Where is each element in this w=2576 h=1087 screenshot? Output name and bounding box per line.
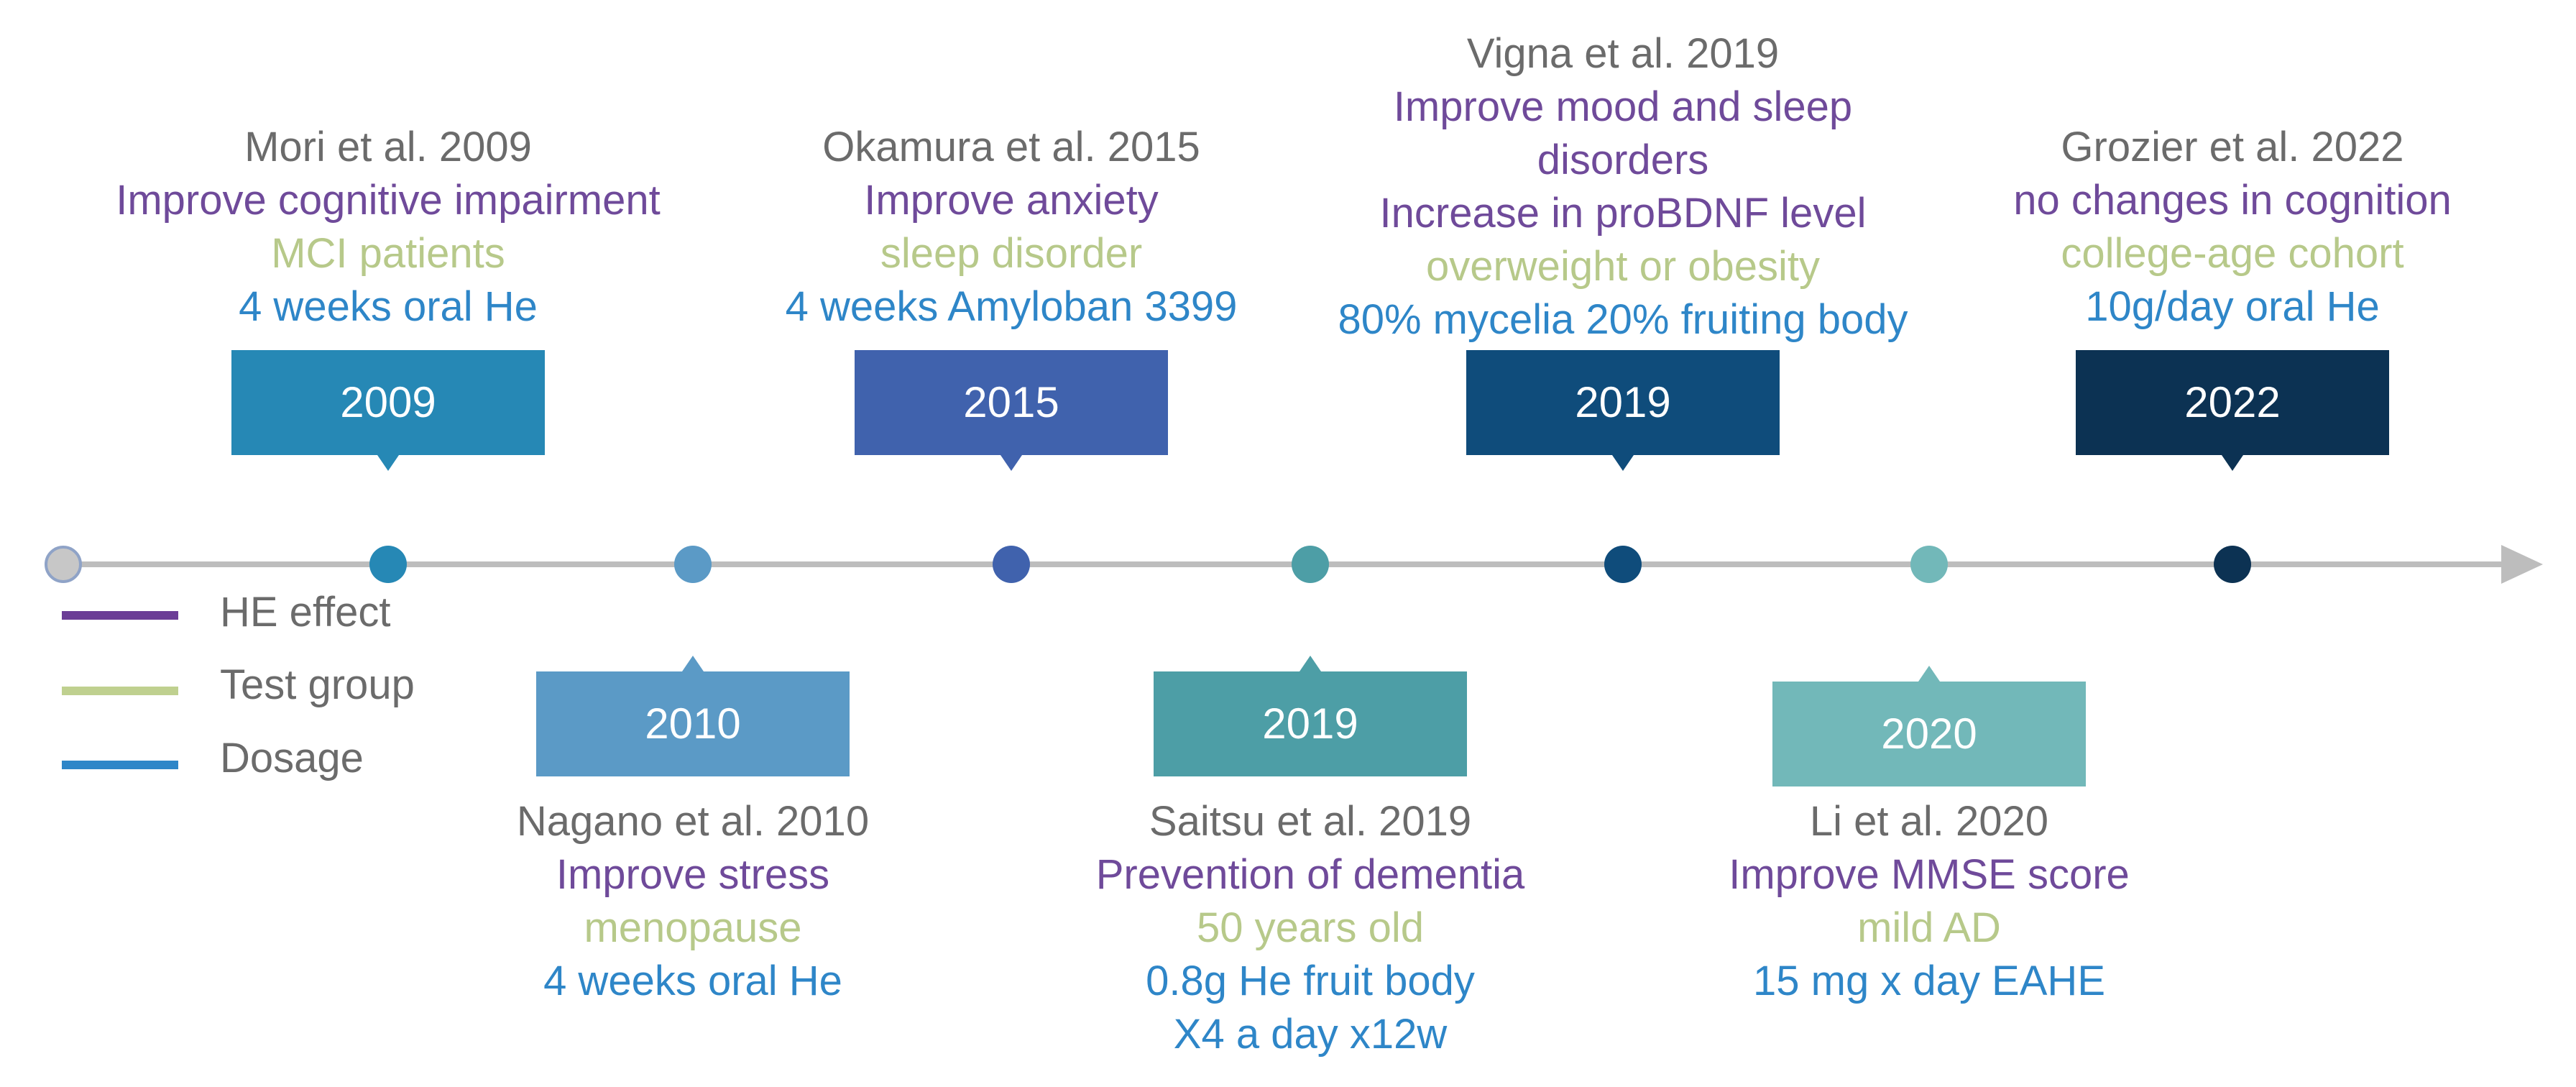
- study-details-nagano-2010: Nagano et al. 2010 Improve stress menopaus…: [369, 795, 1016, 1008]
- study-author: Li et al. 2020: [1809, 798, 2049, 845]
- year-box-okamura-2015: 2015: [855, 350, 1168, 471]
- timeline-node-okamura-2015: [993, 546, 1030, 583]
- study-dose-line: X4 a day x12w: [1173, 1011, 1448, 1058]
- study-details-saitsu-2019: Saitsu et al. 2019 Prevention of dementia…: [987, 795, 1634, 1061]
- study-author: Mori et al. 2009: [244, 124, 532, 170]
- study-dose-line: 80% mycelia 20% fruiting body: [1338, 296, 1908, 343]
- study-group-line: 50 years old: [1197, 904, 1424, 951]
- year-box-pointer-icon: [1300, 656, 1321, 671]
- legend-swatch-test-group: [62, 687, 178, 695]
- study-dose-line: 0.8g He fruit body: [1146, 958, 1475, 1004]
- study-details-okamura-2015: Okamura et al. 2015 Improve anxiety sleep …: [688, 121, 1335, 334]
- year-label: 2019: [1262, 700, 1358, 748]
- study-effect-line: Increase in proBDNF level: [1379, 190, 1867, 237]
- timeline-node-mori-2009: [369, 546, 407, 583]
- study-group-line: menopause: [584, 904, 802, 951]
- study-group-line: MCI patients: [271, 230, 505, 277]
- study-effect-line: disorders: [1537, 137, 1709, 183]
- year-box-mori-2009: 2009: [231, 350, 545, 471]
- year-box-pointer-icon: [2222, 455, 2243, 471]
- legend-label-test-group: Test group: [220, 661, 415, 708]
- year-box-pointer-icon: [1918, 666, 1940, 682]
- year-box-grozier-2022: 2022: [2076, 350, 2389, 471]
- study-group-line: mild AD: [1857, 904, 2001, 951]
- study-details-vigna-2019: Vigna et al. 2019 Improve mood and sleep d…: [1300, 27, 1946, 347]
- timeline-node-nagano-2010: [674, 546, 712, 583]
- study-author: Okamura et al. 2015: [822, 124, 1200, 170]
- timeline-node-saitsu-2019: [1292, 546, 1329, 583]
- study-dose-line: 4 weeks oral He: [543, 958, 842, 1004]
- timeline-arrow-icon: [2501, 545, 2543, 584]
- year-label: 2020: [1881, 710, 1977, 758]
- year-label: 2009: [340, 378, 436, 426]
- year-box-saitsu-2019: 2019: [1154, 656, 1467, 776]
- year-box-pointer-icon: [377, 455, 399, 471]
- year-label: 2010: [645, 700, 741, 748]
- timeline-node-grozier-2022: [2214, 546, 2251, 583]
- year-box-pointer-icon: [1612, 455, 1634, 471]
- timeline-start-node: [45, 546, 82, 583]
- study-effect-line: Improve cognitive impairment: [116, 177, 661, 224]
- study-dose-line: 4 weeks oral He: [239, 283, 538, 330]
- timeline-node-li-2020: [1910, 546, 1948, 583]
- study-author: Saitsu et al. 2019: [1149, 798, 1472, 845]
- year-box-pointer-icon: [682, 656, 704, 671]
- study-author: Grozier et al. 2022: [2061, 124, 2404, 170]
- study-group-line: overweight or obesity: [1425, 243, 1821, 290]
- legend-swatch-he-effect: [62, 611, 178, 620]
- study-dose-line: 15 mg x day EAHE: [1753, 958, 2105, 1004]
- study-effect-line: Improve stress: [556, 851, 830, 898]
- study-effect-line: Prevention of dementia: [1095, 851, 1525, 898]
- legend-label-he-effect: HE effect: [220, 589, 391, 636]
- study-effect-line: Improve MMSE score: [1729, 851, 2130, 898]
- study-group-line: college-age cohort: [2061, 230, 2404, 277]
- timeline-node-vigna-2019: [1604, 546, 1642, 583]
- year-box-li-2020: 2020: [1772, 666, 2086, 786]
- study-details-li-2020: Li et al. 2020 Improve MMSE score mild AD 1…: [1606, 795, 2253, 1008]
- study-dose-line: 4 weeks Amyloban 3399: [785, 283, 1238, 330]
- study-details-mori-2009: Mori et al. 2009 Improve cognitive impair…: [65, 121, 712, 334]
- legend-label-dosage: Dosage: [220, 735, 364, 781]
- year-box-vigna-2019: 2019: [1466, 350, 1780, 471]
- year-label: 2022: [2184, 378, 2281, 426]
- year-label: 2015: [963, 378, 1059, 426]
- study-author: Nagano et al. 2010: [516, 798, 870, 845]
- study-effect-line: Improve anxiety: [864, 177, 1159, 224]
- legend-swatch-dosage: [62, 761, 178, 769]
- year-box-nagano-2010: 2010: [536, 656, 850, 776]
- study-author: Vigna et al. 2019: [1466, 30, 1780, 77]
- study-group-line: sleep disorder: [880, 230, 1143, 277]
- year-box-pointer-icon: [1000, 455, 1022, 471]
- year-label: 2019: [1575, 378, 1671, 426]
- study-effect-line: no changes in cognition: [2013, 177, 2452, 224]
- study-details-grozier-2022: Grozier et al. 2022 no changes in cogniti…: [1909, 121, 2556, 334]
- study-effect-line: Improve mood and sleep: [1393, 83, 1853, 130]
- study-dose-line: 10g/day oral He: [2085, 283, 2380, 330]
